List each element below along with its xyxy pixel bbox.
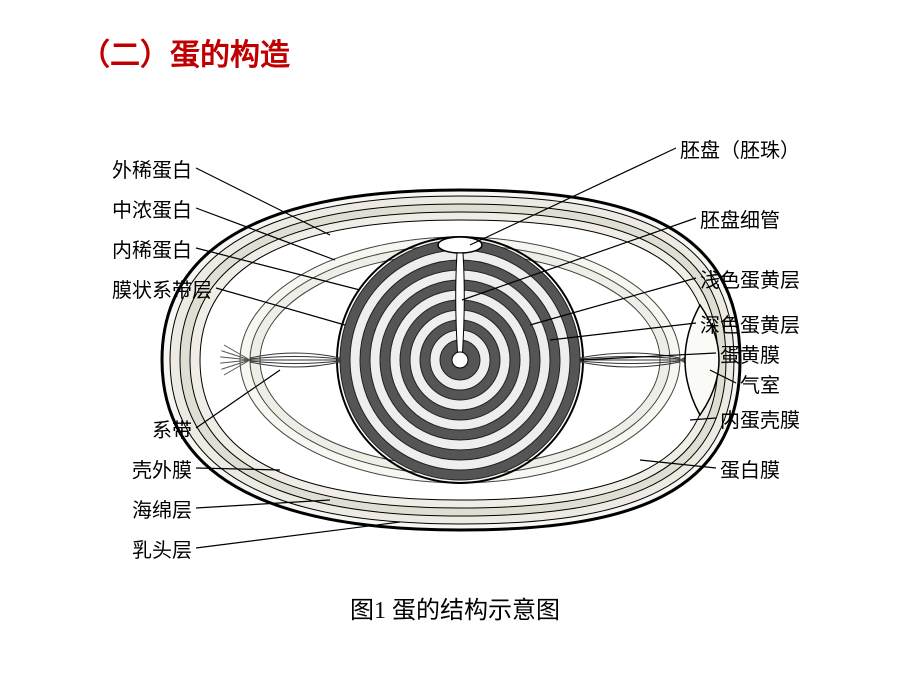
diagram-root: （二）蛋的构造 图1 蛋的结构示意图 外稀蛋白中浓蛋白内稀蛋白膜状系带层系带壳外… <box>0 0 920 690</box>
label-mid-dense-albumen: 中浓蛋白 <box>112 194 192 223</box>
label-mamillary-layer: 乳头层 <box>132 534 192 563</box>
label-air-cell: 气室 <box>740 369 780 398</box>
label-germinal-tube: 胚盘细管 <box>700 204 780 233</box>
label-light-yolk-layer: 浅色蛋黄层 <box>700 264 800 293</box>
label-outer-thin-albumen: 外稀蛋白 <box>112 154 192 183</box>
label-yolk-membrane: 蛋黄膜 <box>720 339 780 368</box>
figure-caption: 图1 蛋的结构示意图 <box>350 590 560 625</box>
label-inner-thin-albumen: 内稀蛋白 <box>112 234 192 263</box>
label-germinal-disc: 胚盘（胚珠） <box>680 134 800 163</box>
label-inner-shell-membrane: 内蛋壳膜 <box>720 404 800 433</box>
label-sponge-layer: 海绵层 <box>132 494 192 523</box>
label-cuticle: 壳外膜 <box>132 454 192 483</box>
label-chalaza: 系带 <box>152 414 192 443</box>
egg-diagram-svg <box>0 0 920 690</box>
label-chalaziferous-layer: 膜状系带层 <box>112 274 212 303</box>
label-albumen-membrane: 蛋白膜 <box>720 454 780 483</box>
label-dark-yolk-layer: 深色蛋黄层 <box>700 309 800 338</box>
